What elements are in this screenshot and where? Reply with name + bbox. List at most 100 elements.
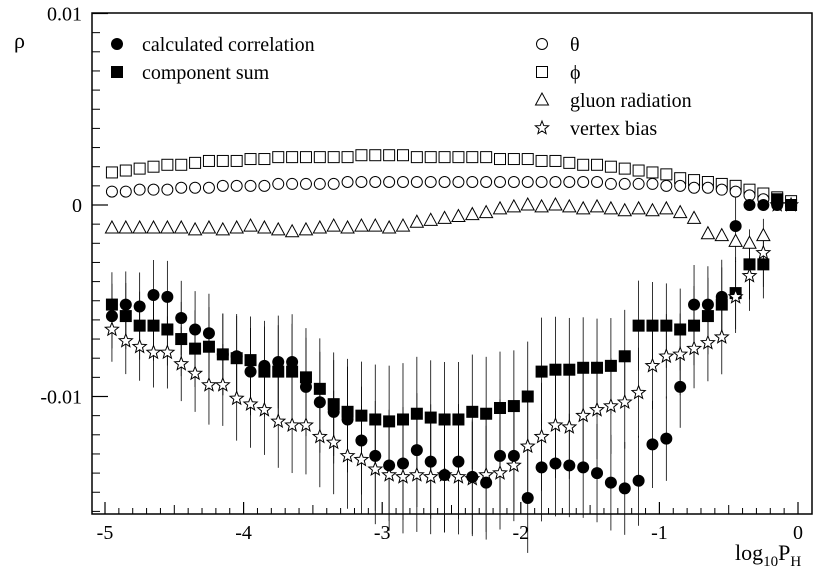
vertex-point	[325, 434, 342, 450]
calculated-point	[383, 459, 396, 472]
component-point	[618, 350, 631, 363]
theta-point	[632, 177, 645, 190]
phi-point	[452, 151, 465, 164]
gluon-point	[686, 210, 702, 224]
component-point	[507, 400, 520, 413]
calculated-point	[577, 461, 590, 474]
gluon-point	[312, 219, 328, 234]
vertex-point	[741, 267, 758, 283]
calculated-point	[521, 491, 534, 504]
vertex-point	[381, 466, 398, 482]
theta-point	[383, 176, 396, 189]
component-point	[383, 415, 396, 428]
gluon-point	[132, 219, 147, 234]
gluon-point	[631, 200, 646, 215]
vertex-point	[339, 447, 356, 463]
gluon-point	[756, 227, 771, 242]
vertex-point	[561, 418, 578, 434]
calculated-point	[771, 199, 784, 211]
component-point	[424, 411, 437, 424]
calculated-point	[660, 432, 673, 445]
calculated-point	[563, 459, 576, 472]
vertex-point	[214, 376, 231, 392]
gluon-point	[534, 198, 549, 213]
calculated-point	[494, 449, 507, 462]
theta-point	[480, 176, 493, 189]
calculated-point	[272, 356, 285, 369]
gluon-point	[367, 218, 383, 232]
legend: calculated correlation component sum θϕ glu…	[111, 34, 692, 140]
theta-point	[299, 177, 312, 190]
component-point	[119, 310, 132, 323]
component-point	[189, 342, 202, 355]
phi-point	[202, 154, 215, 167]
phi-point	[341, 151, 354, 164]
calculated-point	[604, 476, 617, 489]
legend-label-component: component sum	[142, 62, 270, 84]
series-phi	[105, 149, 798, 208]
x-axis-label-base: 10	[763, 554, 778, 570]
component-point	[105, 298, 118, 311]
component-point	[743, 258, 756, 271]
calculated-point	[133, 300, 146, 313]
component-point	[133, 319, 146, 332]
vertex-point	[547, 416, 564, 433]
theta-point	[410, 176, 423, 189]
legend-label-theta: θ	[570, 34, 580, 56]
vertex-point	[159, 344, 176, 360]
calculated-point	[632, 474, 645, 487]
theta-point	[618, 177, 631, 190]
component-point	[591, 361, 604, 374]
vertex-point	[672, 345, 689, 362]
theta-point	[105, 185, 118, 198]
phi-point	[591, 158, 604, 171]
vertex-point	[408, 466, 425, 482]
gluon-point	[270, 221, 286, 236]
calculated-point	[688, 298, 701, 311]
theta-point	[161, 183, 174, 196]
data-markers	[103, 149, 800, 504]
phi-point	[494, 153, 507, 166]
gluon-point	[728, 233, 743, 247]
theta-point	[175, 181, 188, 194]
vertex-point	[422, 468, 439, 484]
legend-marker-theta	[536, 38, 548, 50]
gluon-point	[451, 208, 466, 222]
error-bars	[111, 190, 764, 553]
theta-point	[119, 185, 132, 198]
theta-point	[202, 181, 215, 194]
calculated-point	[355, 434, 368, 447]
vertex-point	[755, 244, 772, 260]
vertex-point	[589, 401, 606, 417]
phi-point	[646, 166, 659, 179]
series-gluon	[104, 196, 771, 249]
gluon-point	[700, 225, 716, 240]
vertex-point	[492, 464, 508, 480]
gluon-point	[437, 210, 452, 224]
phi-point	[577, 158, 590, 171]
legend-label-phi: ϕ	[570, 62, 581, 84]
vertex-point	[173, 355, 190, 371]
theta-point	[133, 183, 146, 196]
calculated-point	[341, 413, 354, 426]
theta-point	[369, 176, 382, 189]
component-point	[452, 413, 465, 426]
gluon-point	[520, 196, 536, 211]
component-point	[286, 365, 299, 378]
calculated-point	[757, 199, 770, 211]
y-tick-label: 0.01	[47, 4, 82, 26]
theta-point	[591, 176, 604, 189]
vertex-point	[658, 347, 675, 364]
vertex-point	[533, 428, 550, 444]
vertex-point	[256, 401, 273, 417]
calculated-point	[466, 470, 479, 483]
vertex-point	[103, 321, 120, 337]
vertex-point	[242, 395, 259, 411]
legend-marker-gluon	[534, 91, 550, 106]
calculated-point	[410, 444, 423, 457]
theta-point	[549, 176, 562, 189]
phi-point	[383, 149, 396, 162]
x-tick-label: -5	[97, 522, 114, 544]
component-point	[688, 319, 701, 332]
component-point	[660, 319, 673, 332]
